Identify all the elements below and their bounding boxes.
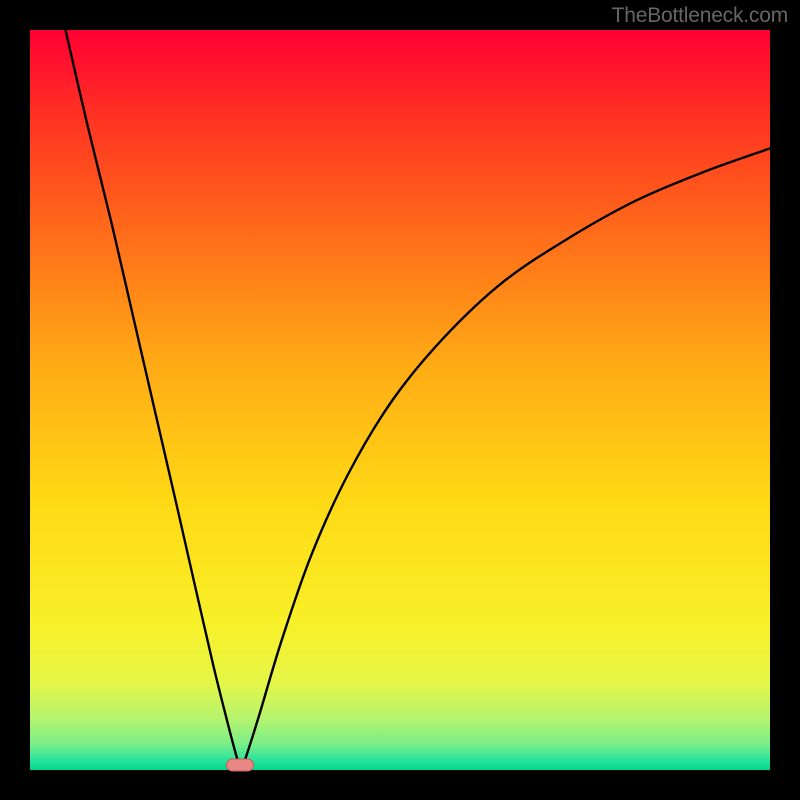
chart-container: TheBottleneck.com <box>0 0 800 800</box>
optimal-marker <box>226 758 254 771</box>
plot-area <box>30 30 770 770</box>
watermark-text: TheBottleneck.com <box>612 4 788 28</box>
